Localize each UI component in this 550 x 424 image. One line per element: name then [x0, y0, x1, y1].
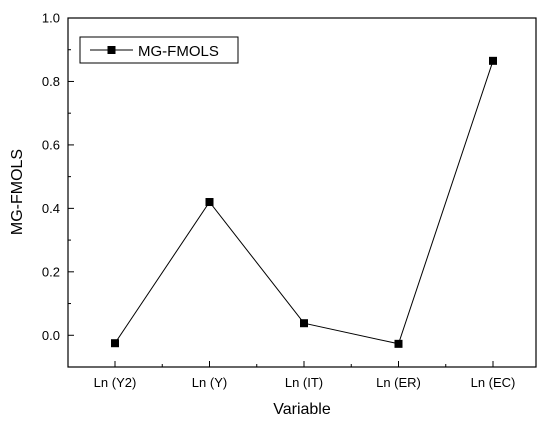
data-point [489, 56, 497, 65]
data-point [111, 339, 119, 348]
y-tick-label: 1.0 [42, 11, 60, 26]
legend-marker [107, 46, 116, 54]
y-tick-label: 0.2 [42, 264, 60, 279]
y-tick-label: 0.0 [42, 328, 60, 343]
x-tick-label: Ln (ER) [376, 375, 421, 390]
x-tick-label: Ln (Y) [192, 375, 227, 390]
y-tick-label: 0.4 [42, 201, 60, 216]
x-axis-title: Variable [273, 401, 331, 418]
y-tick-label: 0.8 [42, 74, 60, 89]
legend-label: MG-FMOLS [138, 43, 219, 60]
x-tick-label: Ln (IT) [285, 375, 323, 390]
x-tick-label: Ln (EC) [471, 375, 516, 390]
data-point [205, 198, 214, 207]
y-tick-label: 0.6 [42, 137, 60, 152]
plot-frame [67, 17, 537, 368]
x-axis: Ln (Y2) Ln (Y) Ln (IT) Ln (ER) Ln (EC) [94, 361, 516, 390]
y-axis-title: MG-FMOLS [9, 149, 26, 235]
series-line [114, 60, 494, 345]
data-point [300, 319, 308, 328]
x-tick-label: Ln (Y2) [94, 375, 137, 390]
legend: MG-FMOLS [79, 36, 239, 64]
data-point [394, 339, 403, 348]
y-axis: 0.0 0.2 0.4 0.6 0.8 1.0 [42, 11, 74, 368]
series-layer [111, 56, 497, 348]
